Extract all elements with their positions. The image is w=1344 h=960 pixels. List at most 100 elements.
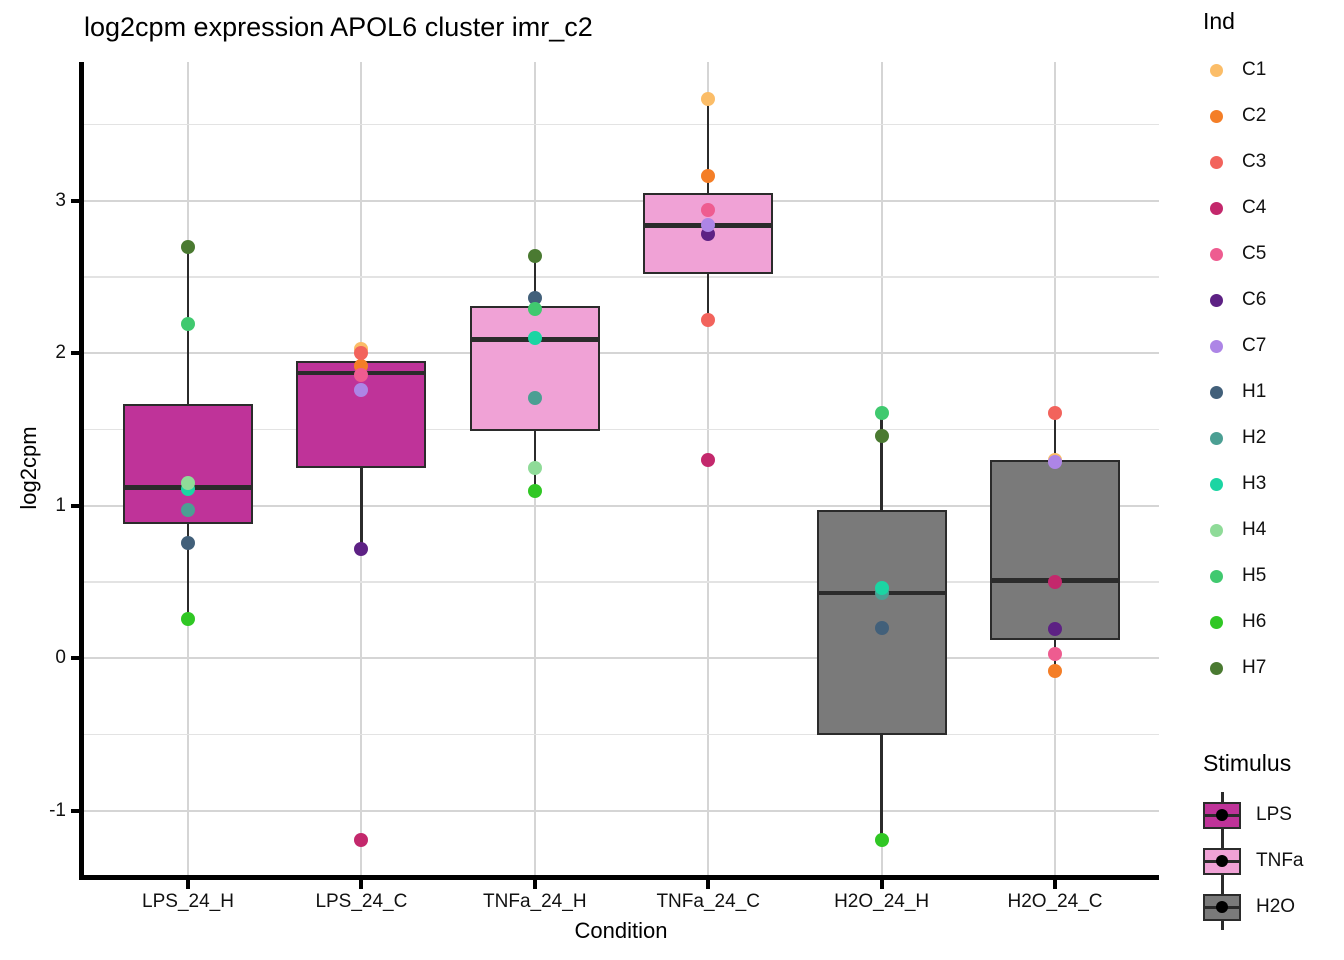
legend-ind-label: C2	[1242, 105, 1267, 126]
legend-ind-label: H3	[1242, 473, 1267, 494]
boxplot-box	[469, 306, 600, 432]
data-point-H7	[874, 428, 889, 443]
legend-ind-label: H7	[1242, 657, 1267, 678]
major-gridline	[84, 352, 1159, 355]
y-axis-line	[79, 62, 84, 880]
data-point-C6	[354, 541, 369, 556]
legend-ind-swatch-C7	[1210, 339, 1223, 353]
data-point-H5	[181, 317, 195, 332]
chart-title: log2cpm expression APOL6 cluster imr_c2	[84, 12, 593, 42]
data-point-C7	[701, 218, 716, 233]
legend-stimulus-label: H2O	[1256, 896, 1296, 917]
legend-ind-label: H1	[1242, 381, 1267, 402]
x-tick-mark	[186, 880, 190, 889]
data-point-C5	[701, 203, 716, 217]
legend-ind-swatch-H1	[1210, 385, 1223, 399]
x-tick-label: TNFa_24_H	[483, 891, 587, 912]
data-point-C2	[701, 169, 716, 184]
y-tick-label: 2	[55, 342, 66, 364]
data-point-H6	[527, 483, 542, 498]
legend-ind-swatch-H6	[1210, 615, 1223, 629]
data-point-C7	[1048, 454, 1062, 469]
x-tick-label: LPS_24_C	[315, 891, 408, 912]
legend-ind-label: C1	[1242, 59, 1267, 80]
data-point-C6	[1048, 622, 1062, 637]
data-point-H4	[527, 460, 542, 475]
legend-ind-label: H6	[1242, 611, 1267, 632]
minor-gridline	[84, 123, 1159, 126]
data-point-C4	[354, 832, 369, 847]
legend: Ind C1 C2 C3 C4 C5 C6 C7 H1 H2 H3 H4 H5 H6 H7 Stimulu…	[1200, 0, 1344, 960]
major-gridline	[84, 199, 1159, 202]
data-point-H1	[874, 620, 889, 635]
y-tick-mark	[71, 351, 79, 356]
y-tick-mark	[71, 503, 79, 508]
data-point-C3	[1048, 405, 1062, 420]
legend-stimulus-key-dot	[1216, 855, 1228, 867]
minor-gridline	[84, 581, 1159, 583]
x-tick-mark	[706, 880, 711, 889]
boxplot-box	[990, 460, 1120, 641]
data-point-H3	[874, 581, 889, 596]
legend-stimulus-label: LPS	[1256, 804, 1292, 825]
legend-ind-swatch-C4	[1210, 201, 1223, 215]
data-point-C4	[701, 453, 716, 468]
y-tick-mark	[71, 198, 79, 203]
minor-gridline	[84, 428, 1159, 431]
data-point-C3	[701, 312, 716, 327]
data-point-H7	[181, 239, 195, 254]
x-axis-title: Condition	[574, 918, 668, 943]
data-point-H2	[181, 503, 195, 518]
x-axis-line	[79, 875, 1159, 880]
x-tick-mark	[1053, 880, 1057, 889]
legend-ind-label: C7	[1242, 335, 1267, 356]
x-tick-label: TNFa_24_C	[656, 891, 760, 912]
y-tick-label: 0	[55, 647, 66, 669]
minor-gridline	[84, 733, 1159, 736]
legend-ind-swatch-C2	[1210, 109, 1223, 123]
y-tick-label: 1	[55, 494, 66, 516]
data-point-C7	[354, 382, 369, 397]
data-point-C1	[701, 91, 716, 106]
data-point-H2	[527, 390, 542, 405]
legend-ind-swatch-C5	[1210, 247, 1223, 261]
legend-ind-swatch-C3	[1210, 155, 1223, 169]
legend-stimulus-title: Stimulus	[1203, 750, 1292, 776]
x-tick-label: H2O_24_H	[834, 891, 930, 912]
x-tick-mark	[359, 880, 364, 889]
legend-ind-swatch-H3	[1210, 477, 1223, 491]
data-point-H1	[527, 291, 542, 306]
data-point-H6	[874, 832, 889, 847]
legend-ind-swatch-C1	[1210, 63, 1223, 77]
data-point-H4	[181, 476, 195, 490]
vertical-gridline	[707, 62, 710, 875]
data-point-C5	[1048, 646, 1062, 661]
x-tick-label: LPS_24_H	[142, 891, 234, 912]
x-tick-mark	[532, 880, 537, 889]
major-gridline	[84, 809, 1159, 812]
major-gridline	[84, 657, 1159, 660]
data-point-C3	[354, 346, 369, 361]
legend-ind-label: H5	[1242, 565, 1267, 586]
x-tick-label: H2O_24_C	[1007, 891, 1103, 912]
legend-ind-title: Ind	[1203, 8, 1235, 34]
data-point-H7	[527, 248, 542, 263]
data-point-H6	[181, 611, 195, 626]
legend-ind-swatch-H7	[1210, 661, 1223, 675]
legend-stimulus-key-dot	[1216, 901, 1228, 913]
data-point-H3	[527, 331, 542, 346]
legend-ind-label: C4	[1242, 197, 1267, 218]
legend-ind-label: C3	[1242, 151, 1267, 172]
minor-gridline	[84, 276, 1159, 278]
legend-ind-swatch-H4	[1210, 523, 1223, 537]
x-tick-mark	[879, 880, 884, 889]
data-point-C4	[1048, 575, 1062, 590]
data-point-H1	[181, 535, 195, 550]
y-tick-label: 3	[55, 189, 66, 211]
major-gridline	[84, 504, 1159, 507]
legend-stimulus-key-dot	[1216, 809, 1228, 821]
data-point-C5	[354, 367, 369, 382]
legend-ind-label: H2	[1242, 427, 1267, 448]
